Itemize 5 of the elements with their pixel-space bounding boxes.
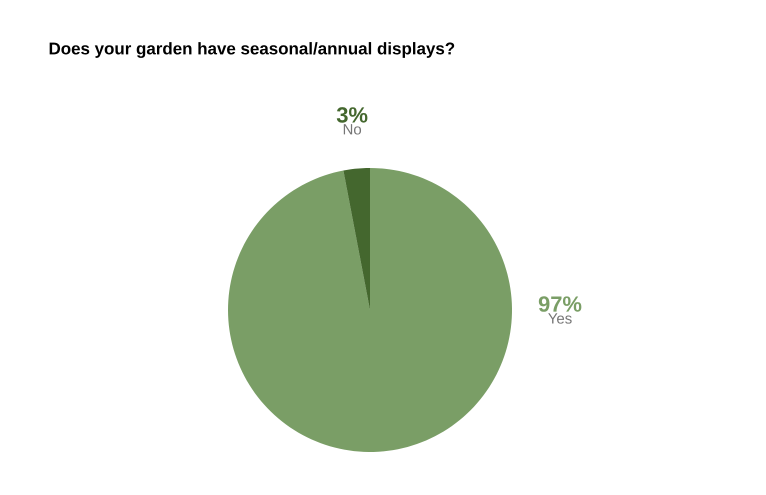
slice-label: No [344, 124, 362, 135]
data-label: 3% [336, 107, 368, 123]
data-label: 97% [538, 296, 582, 312]
slice-label: Yes [548, 313, 572, 324]
chart-title: Does your garden have seasonal/annual displays? [50, 42, 454, 58]
